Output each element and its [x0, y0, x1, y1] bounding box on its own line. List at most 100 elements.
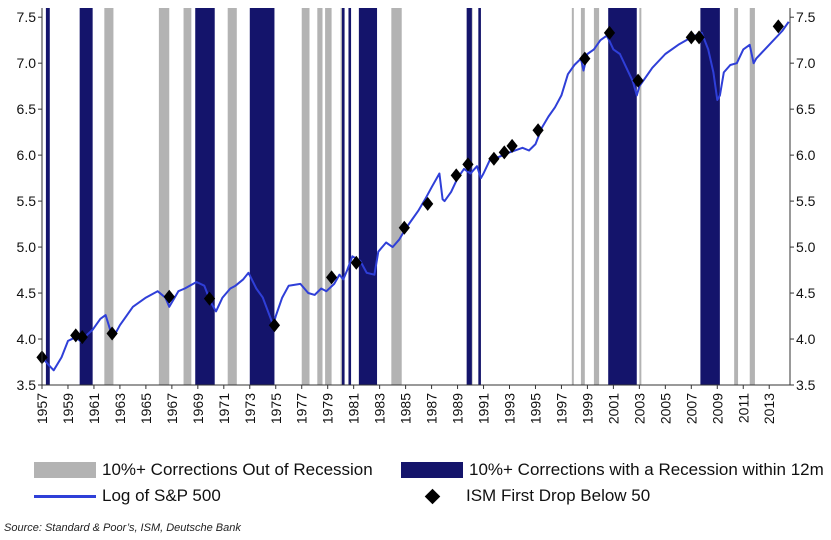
legend-label-with-recession: 10%+ Corrections with a Recession within…	[469, 460, 824, 479]
x-tick-label: 1957	[34, 393, 50, 424]
x-tick-label: 2005	[657, 393, 673, 424]
ism-marker	[106, 326, 118, 341]
ism-marker	[462, 157, 474, 172]
correction-band-with-recession	[608, 8, 637, 385]
ism-marker	[685, 30, 697, 45]
y-tick-label-left: 7.0	[17, 55, 37, 71]
x-tick-label: 1989	[450, 393, 466, 424]
ism-marker	[498, 145, 510, 160]
y-tick-label-left: 4.5	[17, 285, 37, 301]
x-tick-label: 1987	[424, 393, 440, 424]
x-tick-label: 1969	[190, 393, 206, 424]
x-tick-label: 2007	[683, 393, 699, 424]
legend-label-ism: ISM First Drop Below 50	[466, 486, 651, 505]
correction-band-out-of-recession	[104, 8, 114, 385]
ism-marker	[268, 318, 281, 333]
correction-band-out-of-recession	[391, 8, 402, 385]
ism-marker	[203, 291, 216, 306]
correction-band-with-recession	[466, 8, 472, 385]
ism-marker	[488, 151, 500, 166]
legend-item-sp500: Log of S&P 500	[34, 486, 221, 506]
x-tick-label: 1993	[502, 393, 518, 424]
correction-band-out-of-recession	[158, 8, 170, 385]
legend-label-out-of-recession: 10%+ Corrections Out of Recession	[102, 460, 373, 479]
ism-marker	[693, 30, 705, 45]
y-tick-label-left: 6.0	[17, 147, 37, 163]
plot-area: 3.5 3.5 4.0 4.0 4.5 4.5 5.0 5.0 5.5 5.5 6.0 6.0 6.5 6…	[17, 8, 816, 424]
x-tick-label: 2003	[631, 393, 647, 424]
y-tick-label-left: 3.5	[17, 377, 37, 393]
x-tick-label: 1967	[164, 393, 180, 424]
legend-label-sp500: Log of S&P 500	[102, 486, 221, 505]
ism-marker	[398, 220, 410, 235]
y-tick-label-right: 7.5	[796, 9, 816, 25]
sp500-series	[41, 21, 790, 372]
x-tick-label: 1985	[398, 393, 414, 424]
legend-item-with-recession: 10%+ Corrections with a Recession within…	[401, 460, 824, 480]
legend-diamond-icon	[424, 488, 441, 504]
correction-band-with-recession	[341, 8, 345, 385]
x-tick-label: 2011	[735, 393, 751, 423]
ism-marker	[532, 123, 544, 138]
correction-band-with-recession	[249, 8, 275, 385]
ism-markers	[36, 19, 784, 365]
correction-band-out-of-recession	[325, 8, 332, 385]
y-tick-label-left: 4.0	[17, 331, 37, 347]
correction-band-with-recession	[348, 8, 352, 385]
correction-band-with-recession	[195, 8, 215, 385]
y-tick-label-right: 5.0	[796, 239, 816, 255]
correction-band-out-of-recession	[580, 8, 585, 385]
x-tick-label: 1999	[579, 393, 595, 424]
ism-marker	[450, 168, 462, 183]
y-tick-label-left: 7.5	[17, 9, 37, 25]
x-tick-label: 1995	[527, 393, 543, 424]
y-tick-label-right: 3.5	[796, 377, 816, 393]
ism-marker	[76, 330, 88, 345]
ism-marker	[772, 19, 784, 34]
x-tick-label: 2013	[761, 393, 777, 424]
correction-band-out-of-recession	[593, 8, 600, 385]
source-note: Source: Standard & Poor’s, ISM, Deutsche…	[4, 522, 241, 534]
correction-band-out-of-recession	[183, 8, 192, 385]
y-tick-label-right: 4.5	[796, 285, 816, 301]
correction-band-out-of-recession	[639, 8, 642, 385]
y-tick-label-left: 5.5	[17, 193, 37, 209]
x-tick-label: 1959	[60, 393, 76, 424]
correction-band-out-of-recession	[749, 8, 755, 385]
y-tick-label-right: 7.0	[796, 55, 816, 71]
correction-band-with-recession	[79, 8, 93, 385]
correction-band-with-recession	[478, 8, 481, 385]
ism-marker	[506, 138, 518, 153]
correction-band-out-of-recession	[734, 8, 739, 385]
correction-band-out-of-recession	[301, 8, 310, 385]
correction-band-out-of-recession	[227, 8, 237, 385]
x-tick-label: 1965	[138, 393, 154, 424]
x-tick-label: 1971	[216, 393, 232, 424]
y-tick-label-right: 6.0	[796, 147, 816, 163]
x-tick-label: 1983	[372, 393, 388, 424]
ism-marker	[163, 289, 175, 304]
ism-marker	[350, 255, 362, 270]
ism-marker	[632, 73, 644, 88]
corrections-with-recession-bands	[45, 8, 720, 385]
correction-band-with-recession	[45, 8, 50, 385]
x-tick-label: 1979	[320, 393, 336, 424]
x-tick-label: 1991	[476, 393, 492, 424]
sp500-line	[41, 21, 790, 372]
ism-marker	[579, 51, 591, 66]
correction-band-with-recession	[358, 8, 378, 385]
x-tick-label: 1975	[268, 393, 284, 424]
legend-swatch-sp500	[34, 494, 96, 498]
legend-item-ism: ISM First Drop Below 50	[401, 486, 650, 506]
x-tick-label: 2001	[605, 393, 621, 424]
ism-marker	[325, 270, 338, 285]
y-tick-label-left: 6.5	[17, 101, 37, 117]
correction-band-with-recession	[700, 8, 720, 385]
legend-item-out-of-recession: 10%+ Corrections Out of Recession	[34, 460, 373, 480]
x-tick-label: 1961	[86, 393, 102, 424]
y-tick-label-right: 5.5	[796, 193, 816, 209]
correction-band-out-of-recession	[571, 8, 574, 385]
ism-marker	[603, 25, 616, 40]
axes: 3.5 3.5 4.0 4.0 4.5 4.5 5.0 5.0 5.5 5.5 6.0 6.0 6.5 6…	[17, 8, 816, 424]
